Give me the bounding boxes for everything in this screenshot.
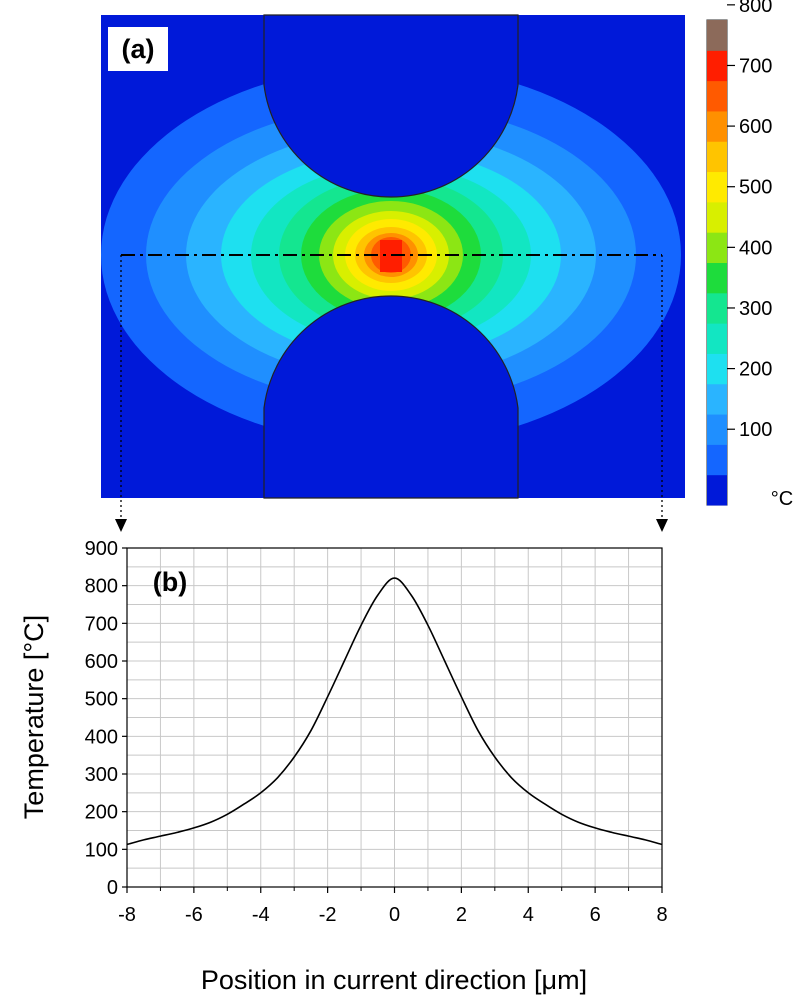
temperature-map: (a) xyxy=(101,14,685,499)
colorbar-tick-label: 600 xyxy=(739,116,772,138)
colorbar-segment xyxy=(707,232,727,263)
x-tick-label: 2 xyxy=(456,904,467,926)
projection-arrows xyxy=(115,255,668,532)
left-arrow-head xyxy=(115,519,127,532)
y-tick-label: 700 xyxy=(85,613,118,635)
colorbar-segment xyxy=(707,80,727,112)
colorbar: 800 700 600 500 400 300 200 100 °C xyxy=(706,0,793,510)
colorbar-segment xyxy=(707,474,727,506)
y-tick-label: 200 xyxy=(85,802,118,824)
lower-electrode xyxy=(263,295,519,499)
y-tick-label: 800 xyxy=(85,576,118,598)
grid-lines xyxy=(126,547,663,888)
contour-layers xyxy=(101,65,681,445)
x-tick-label: -8 xyxy=(118,904,136,926)
x-tick-label: 8 xyxy=(656,904,667,926)
colorbar-tick-label: 500 xyxy=(739,177,772,199)
y-tick-label: 500 xyxy=(85,689,118,711)
colorbar-tick-label: 800 xyxy=(739,0,772,17)
colorbar-segment xyxy=(707,323,727,354)
colorbar-unit: °C xyxy=(771,488,793,510)
panel-a-label: (a) xyxy=(122,34,155,64)
right-arrow-head xyxy=(656,519,668,532)
colorbar-segment xyxy=(707,444,727,476)
colorbar-segment xyxy=(707,383,727,415)
x-tick-label: 6 xyxy=(590,904,601,926)
colorbar-tick-label: 100 xyxy=(739,419,772,441)
y-tick-label: 300 xyxy=(85,764,118,786)
temperature-profile-chart: 0 100 200 300 400 500 600 700 800 900 -8 -6 -4 -2 0 2 4… xyxy=(19,538,668,995)
x-axis-label: Position in current direction [μm] xyxy=(201,965,587,995)
colorbar-tick-label: 300 xyxy=(739,298,772,320)
y-tick-label: 400 xyxy=(85,726,118,748)
x-tick-label: -2 xyxy=(319,904,337,926)
colorbar-segment xyxy=(707,414,727,445)
x-tick-label: -6 xyxy=(185,904,203,926)
y-tick-label: 600 xyxy=(85,651,118,673)
colorbar-tick-label: 400 xyxy=(739,237,772,259)
temperature-line xyxy=(126,577,663,846)
colorbar-segment xyxy=(707,141,727,173)
x-tick-label: 0 xyxy=(389,904,400,926)
colorbar-segment xyxy=(707,353,727,385)
panel-a-label-box xyxy=(108,27,168,71)
y-tick-label: 0 xyxy=(107,877,118,899)
colorbar-segment xyxy=(707,201,727,233)
upper-electrode xyxy=(263,14,519,198)
y-tick-label: 900 xyxy=(85,538,118,560)
colorbar-tick-label: 200 xyxy=(739,359,772,381)
colorbar-segment xyxy=(707,110,727,142)
y-tick-label: 100 xyxy=(85,839,118,861)
colorbar-tick-label: 700 xyxy=(739,55,772,77)
colorbar-segment xyxy=(707,262,727,294)
y-axis-label: Temperature [°C] xyxy=(19,615,49,819)
colorbar-segment xyxy=(707,50,727,82)
panel-b-label: (b) xyxy=(153,567,187,597)
x-tick-label: -4 xyxy=(252,904,270,926)
colorbar-segment xyxy=(707,20,727,51)
colorbar-segment xyxy=(707,171,727,203)
colorbar-segment xyxy=(707,292,727,324)
x-tick-label: 4 xyxy=(523,904,534,926)
